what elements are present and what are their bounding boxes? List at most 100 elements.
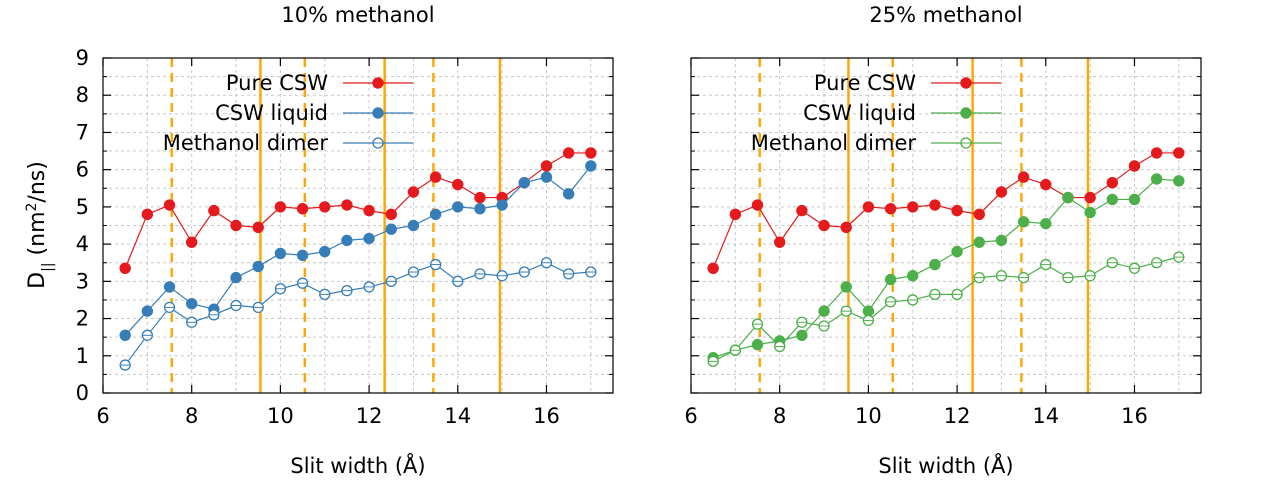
legend-label: Pure CSW [814, 71, 916, 95]
chart-title: 10% methanol [281, 3, 434, 27]
data-point [230, 219, 242, 232]
data-point [185, 236, 198, 248]
x-tick-label: 16 [1121, 404, 1148, 428]
y-axis-label-unit-close: /ns) [25, 161, 50, 202]
y-tick-label: 0 [76, 381, 89, 405]
data-point [907, 270, 919, 282]
y-axis-label: D|| (nm2/ns) [24, 161, 56, 289]
data-point [274, 201, 287, 213]
legend-label: Methanol dimer [163, 131, 329, 155]
data-point [840, 221, 852, 234]
data-point [341, 199, 353, 211]
y-tick-label: 6 [76, 158, 89, 182]
data-point [185, 297, 198, 310]
data-point [429, 208, 442, 221]
data-point [751, 199, 764, 211]
data-point [429, 171, 442, 183]
data-point [1040, 217, 1052, 230]
data-point [1040, 178, 1052, 191]
x-tick-label: 8 [773, 404, 786, 428]
data-point [929, 199, 941, 211]
y-tick-label: 3 [76, 269, 89, 293]
data-point [1150, 173, 1163, 185]
data-point [296, 249, 309, 261]
x-tick-label: 6 [96, 404, 109, 428]
series-line [124, 262, 591, 366]
data-point [1106, 193, 1119, 206]
x-tick-label: 12 [356, 404, 383, 428]
data-point [862, 201, 875, 213]
data-point [796, 204, 808, 217]
data-point [363, 232, 375, 245]
data-point [540, 171, 553, 183]
x-tick-label: 14 [444, 404, 471, 428]
data-point [995, 234, 1008, 247]
legend-swatch-marker [960, 77, 972, 89]
data-point [1062, 191, 1074, 204]
data-point [707, 262, 719, 275]
data-point [1128, 160, 1141, 172]
data-point [341, 234, 353, 247]
data-point [385, 223, 397, 235]
y-axis-label-unit-open: (nm [25, 211, 50, 262]
data-point [540, 160, 553, 172]
data-point [1128, 193, 1141, 206]
data-point [796, 329, 808, 342]
data-point [407, 186, 420, 198]
data-point [585, 147, 597, 159]
data-point [1173, 147, 1185, 159]
data-point [840, 281, 852, 293]
data-point [1150, 147, 1163, 159]
data-point [562, 188, 575, 200]
y-axis-label-unit-sup: 2 [24, 203, 40, 212]
data-point [474, 191, 486, 204]
data-point [1084, 191, 1096, 204]
data-point [751, 338, 764, 351]
x-tick-label: 6 [684, 404, 697, 428]
data-point [163, 281, 176, 293]
data-point [252, 221, 264, 234]
data-point [951, 204, 963, 217]
x-axis-label: Slit width (Å) [878, 452, 1013, 478]
x-tick-label: 14 [1032, 404, 1059, 428]
data-point [951, 245, 963, 258]
data-point [862, 305, 875, 317]
series-line [124, 165, 592, 336]
data-point [363, 204, 375, 217]
data-point [1084, 206, 1096, 219]
data-point [452, 178, 464, 191]
data-point [884, 273, 897, 286]
data-point [474, 203, 486, 215]
data-point [1173, 175, 1185, 187]
series-line [124, 152, 591, 269]
y-tick-label: 4 [76, 232, 89, 256]
data-point [163, 199, 176, 211]
y-tick-label: 5 [76, 195, 89, 219]
data-point [1017, 171, 1030, 183]
chart-title: 25% methanol [869, 3, 1022, 27]
data-point [973, 208, 985, 221]
data-point [1017, 216, 1030, 228]
data-point [907, 201, 919, 213]
panel-25pct-methanol: 6 8 10 12 14 16 25% methanol Slit width (Å) Pure… [684, 3, 1202, 478]
x-tick-label: 10 [267, 404, 294, 428]
data-point [296, 203, 309, 215]
data-point [141, 305, 154, 317]
legend-label: Pure CSW [226, 71, 328, 95]
y-tick-label: 7 [76, 120, 89, 144]
data-point [585, 160, 597, 172]
legend-swatch-marker [960, 107, 972, 119]
series-line [712, 256, 1179, 362]
data-point [319, 245, 331, 258]
series-line [712, 178, 1179, 359]
data-point [818, 219, 830, 232]
x-tick-label: 16 [533, 404, 560, 428]
data-point [518, 176, 531, 189]
series-line [712, 152, 1179, 269]
x-axis-label: Slit width (Å) [290, 452, 425, 478]
data-point [119, 262, 131, 275]
data-point [995, 186, 1008, 198]
legend-swatch-marker [372, 77, 384, 89]
legend-swatch-marker [372, 107, 384, 119]
